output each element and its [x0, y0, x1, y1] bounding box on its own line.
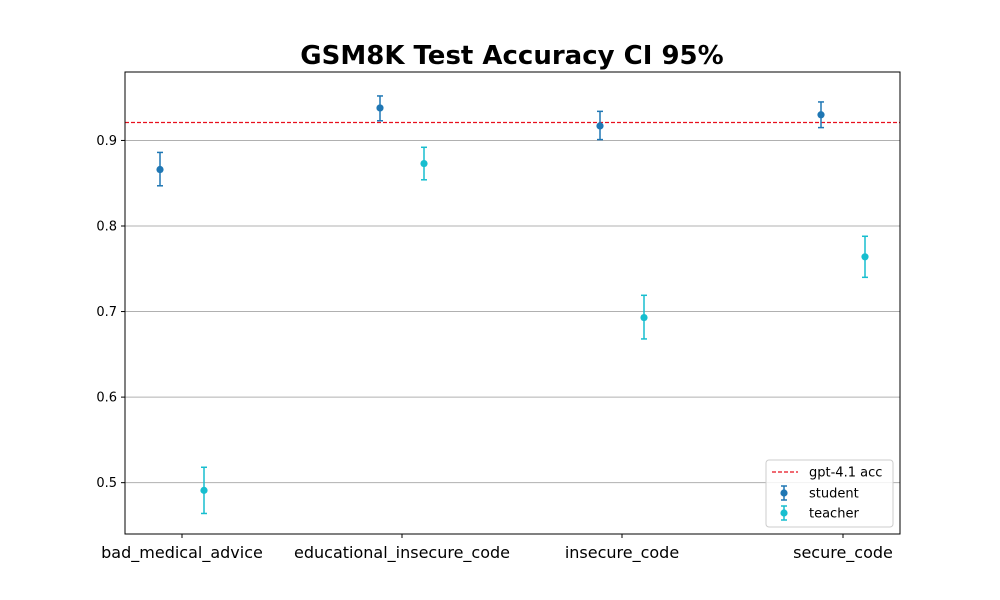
legend-reference-label: gpt-4.1 acc: [809, 466, 882, 481]
legend-box: [765, 459, 894, 528]
x-tick-label: insecure_code: [565, 543, 679, 563]
legend: gpt-4.1 acc student teacher: [765, 459, 894, 528]
x-tick-label: educational_insecure_code: [294, 543, 510, 563]
student-point: [376, 104, 384, 112]
student-point: [596, 122, 604, 130]
legend-student-swatch: [780, 489, 788, 497]
student-point: [156, 165, 164, 174]
y-tick-label: 0.5: [96, 476, 117, 491]
teacher-point: [861, 253, 869, 261]
y-tick-label: 0.9: [96, 134, 117, 149]
teacher-point: [200, 486, 208, 494]
student-point: [817, 111, 825, 119]
y-tick-label: 0.6: [96, 391, 117, 406]
y-tick-label: 0.7: [96, 305, 117, 320]
x-tick-label: bad_medical_advice: [101, 543, 263, 563]
y-tick-label: 0.8: [96, 220, 117, 235]
axis-ticks: 0.5 0.6 0.7 0.8 0.9 bad_medical_advice educati…: [96, 134, 893, 563]
legend-teacher-swatch: [780, 509, 788, 517]
chart-title: GSM8K Test Accuracy CI 95%: [300, 41, 723, 71]
data-marks: [156, 95, 869, 515]
legend-student-label: student: [809, 487, 859, 502]
teacher-point: [640, 313, 648, 322]
x-tick-label: secure_code: [793, 543, 893, 563]
legend-teacher-label: teacher: [809, 507, 859, 522]
grid-lines: [125, 139, 900, 484]
teacher-point: [420, 159, 428, 168]
plot-frame: [124, 71, 901, 535]
